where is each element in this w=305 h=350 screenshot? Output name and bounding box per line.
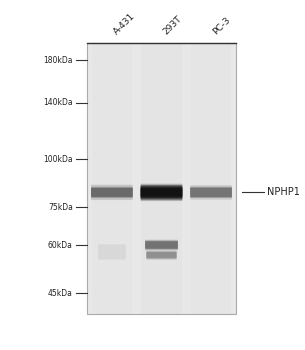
Text: PC-3: PC-3 xyxy=(211,15,232,36)
FancyBboxPatch shape xyxy=(190,188,232,197)
FancyBboxPatch shape xyxy=(146,252,177,258)
FancyBboxPatch shape xyxy=(145,241,178,249)
FancyBboxPatch shape xyxy=(91,185,133,200)
Text: 100kDa: 100kDa xyxy=(43,155,73,164)
FancyBboxPatch shape xyxy=(141,187,182,198)
FancyBboxPatch shape xyxy=(141,184,182,201)
Text: 75kDa: 75kDa xyxy=(48,203,73,212)
FancyBboxPatch shape xyxy=(141,188,182,197)
Bar xyxy=(191,43,231,314)
FancyBboxPatch shape xyxy=(141,185,182,200)
Bar xyxy=(92,43,132,314)
FancyBboxPatch shape xyxy=(146,251,177,260)
Text: 45kDa: 45kDa xyxy=(48,289,73,298)
Text: 140kDa: 140kDa xyxy=(43,98,73,107)
FancyBboxPatch shape xyxy=(190,185,232,200)
Text: 293T: 293T xyxy=(161,14,184,36)
Text: 60kDa: 60kDa xyxy=(48,240,73,250)
Text: A-431: A-431 xyxy=(112,11,137,36)
FancyBboxPatch shape xyxy=(145,240,178,250)
Text: 180kDa: 180kDa xyxy=(43,56,73,65)
Bar xyxy=(87,43,236,314)
FancyBboxPatch shape xyxy=(190,187,232,198)
FancyBboxPatch shape xyxy=(91,187,133,198)
FancyBboxPatch shape xyxy=(98,244,126,260)
Bar xyxy=(141,43,182,314)
FancyBboxPatch shape xyxy=(91,188,133,197)
Text: NPHP1: NPHP1 xyxy=(267,187,300,197)
